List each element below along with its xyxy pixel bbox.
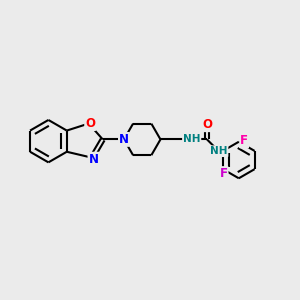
Text: N: N (88, 153, 98, 166)
Text: O: O (202, 118, 212, 131)
Text: F: F (240, 134, 248, 147)
Text: O: O (85, 117, 95, 130)
Text: N: N (119, 133, 129, 146)
Text: NH: NH (210, 146, 227, 156)
Text: NH: NH (183, 134, 200, 144)
Text: F: F (220, 167, 228, 180)
